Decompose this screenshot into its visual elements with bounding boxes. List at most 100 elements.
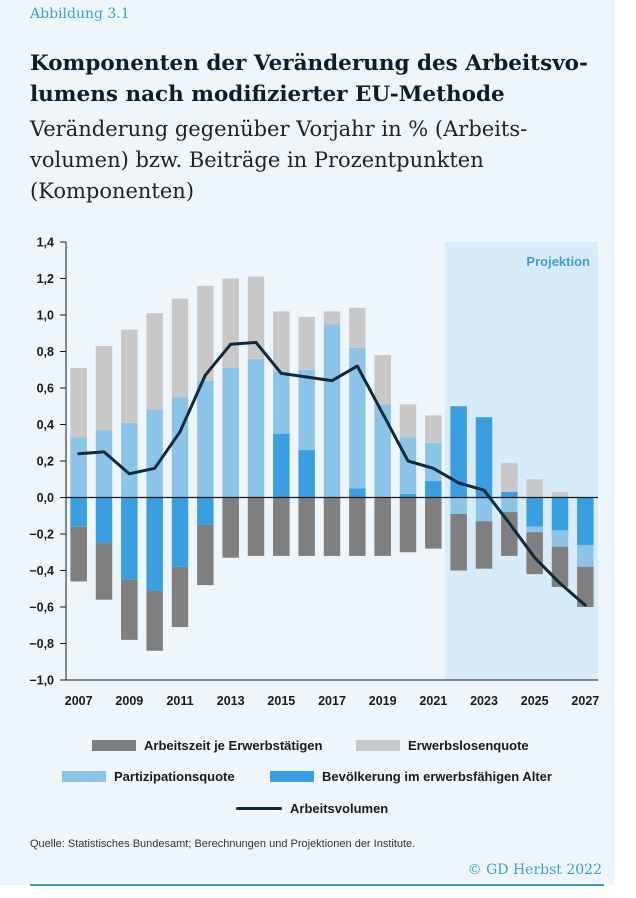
bar-partizipation-2012 <box>197 380 214 498</box>
bar-arbeitszeit-2019 <box>374 497 391 556</box>
bar-arbeitszeit-2013 <box>222 497 239 558</box>
bar-erwerbslosen-2019 <box>374 355 391 405</box>
x-tick-label: 2013 <box>217 694 245 708</box>
bar-bevoelkerung-2012 <box>197 497 214 525</box>
bottom-rule <box>30 884 604 886</box>
source-note: Quelle: Statistisches Bundesamt; Berechn… <box>30 838 416 850</box>
line-arbeitsvolumen <box>77 340 587 607</box>
y-tick-label: 1,2 <box>37 272 54 286</box>
legend-swatch-arbeitszeit <box>92 739 136 751</box>
bar-partizipation-2021 <box>425 442 442 482</box>
legend-swatch-arbeitsvolumen <box>236 806 282 810</box>
bar-bevoelkerung-2007 <box>70 497 87 527</box>
legend-label-arbeitszeit: Arbeitszeit je Erwerbstätigen <box>144 737 323 753</box>
bar-partizipation-2009 <box>121 422 138 498</box>
bar-arbeitszeit-2015 <box>273 497 290 556</box>
x-tick-label: 2023 <box>470 694 498 708</box>
bar-partizipation-2025 <box>526 526 543 533</box>
chart-subtitle: Veränderung gegenüber Vorjahr in % (Arbe… <box>30 117 528 203</box>
bar-bevoelkerung-2020 <box>399 493 417 498</box>
bar-arbeitszeit-2021 <box>425 497 442 549</box>
y-tick-label: 0,4 <box>37 418 54 432</box>
bar-erwerbslosen-2015 <box>273 311 290 372</box>
legend-label-partizipation: Partizipationsquote <box>114 768 235 784</box>
bar-bevoelkerung-2016 <box>298 450 315 498</box>
bar-bevoelkerung-2011 <box>171 497 189 567</box>
bar-erwerbslosen-2016 <box>298 316 315 370</box>
legend-label-bevoelkerung: Bevölkerung im erwerbsfähigen Alter <box>322 768 552 784</box>
bar-arbeitszeit-2020 <box>399 497 417 553</box>
bar-partizipation-2027 <box>577 544 594 567</box>
bar-partizipation-2015 <box>273 371 290 434</box>
bar-arbeitszeit-2026 <box>551 546 569 587</box>
stacked-bar-chart: Projektion 1,4 1,2 1,0 0,8 0,6 0,4 0,2 0,0 −0,2 −0… <box>29 236 599 709</box>
bar-bevoelkerung-2008 <box>95 497 113 544</box>
y-tick-label: −0,2 <box>29 528 54 542</box>
bar-arbeitszeit-2009 <box>121 579 138 640</box>
x-tick-label: 2019 <box>369 694 397 708</box>
bar-partizipation-2010 <box>146 409 163 498</box>
bar-bevoelkerung-2021 <box>425 481 442 498</box>
bar-arbeitszeit-2017 <box>323 497 341 556</box>
bar-erwerbslosen-2021 <box>425 415 442 443</box>
x-tick-label: 2009 <box>115 694 143 708</box>
y-tick-label: 0,0 <box>37 491 54 505</box>
bar-partizipation-2018 <box>349 347 366 489</box>
bar-arbeitszeit-2027 <box>577 566 594 607</box>
bar-bevoelkerung-2026 <box>551 497 569 531</box>
legend-swatch-erwerbslosen <box>356 739 400 751</box>
bar-partizipation-2014 <box>247 358 265 498</box>
bar-partizipation-2024 <box>501 497 518 513</box>
bar-erwerbslosen-2017 <box>323 311 341 325</box>
bar-erwerbslosen-2018 <box>349 307 366 348</box>
figure-label: Abbildung 3.1 <box>30 6 130 22</box>
y-tick-label: 0,2 <box>37 455 54 469</box>
bar-arbeitszeit-2024 <box>501 512 518 556</box>
y-tick-label: 0,8 <box>37 345 54 359</box>
bar-arbeitszeit-2023 <box>475 521 493 569</box>
bar-erwerbslosen-2025 <box>526 479 543 498</box>
bar-arbeitszeit-2014 <box>247 497 265 556</box>
x-tick-label: 2021 <box>419 694 447 708</box>
bar-partizipation-2017 <box>323 324 341 498</box>
bar-erwerbslosen-2010 <box>146 313 163 410</box>
bar-arbeitszeit-2016 <box>298 497 315 556</box>
bar-partizipation-2019 <box>374 404 391 498</box>
bar-arbeitszeit-2012 <box>197 524 214 586</box>
bar-erwerbslosen-2020 <box>399 404 417 438</box>
x-tick-label: 2007 <box>65 694 93 708</box>
bar-arbeitszeit-2018 <box>349 497 366 556</box>
bar-erwerbslosen-2012 <box>197 285 214 381</box>
legend-swatch-bevoelkerung <box>270 770 314 782</box>
bar-erwerbslosen-2007 <box>70 367 87 438</box>
bar-bevoelkerung-2015 <box>273 433 290 498</box>
bar-partizipation-2023 <box>475 497 493 522</box>
y-tick-label: −1,0 <box>29 674 54 688</box>
legend-item-bevoelkerung: Bevölkerung im erwerbsfähigen Alter <box>270 767 552 785</box>
bar-bevoelkerung-2022 <box>450 406 467 498</box>
x-tick-label: 2015 <box>267 694 295 708</box>
x-tick-label: 2027 <box>571 694 599 708</box>
bar-erwerbslosen-2013 <box>222 278 239 368</box>
legend-item-arbeitsvolumen: Arbeitsvolumen <box>236 799 388 817</box>
legend-item-partizipation: Partizipationsquote <box>62 767 235 785</box>
bar-bevoelkerung-2018 <box>349 488 366 498</box>
chart-title: Komponenten der Veränderung des Arbeitsv… <box>30 51 588 107</box>
bar-erwerbslosen-2014 <box>247 276 265 359</box>
projection-area <box>445 242 598 680</box>
projection-label: Projektion <box>526 254 590 269</box>
copyright: © GD Herbst 2022 <box>467 862 602 878</box>
bar-partizipation-2022 <box>450 497 467 514</box>
bar-partizipation-2008 <box>95 429 113 498</box>
x-tick-label: 2011 <box>166 694 193 708</box>
legend-label-erwerbslosen: Erwerbslosenquote <box>408 737 529 753</box>
bar-partizipation-2020 <box>399 437 417 494</box>
bar-partizipation-2016 <box>298 369 315 451</box>
bar-bevoelkerung-2009 <box>121 497 138 580</box>
bar-arbeitszeit-2011 <box>171 566 189 628</box>
bar-partizipation-2007 <box>70 437 87 498</box>
legend-label-arbeitsvolumen: Arbeitsvolumen <box>290 800 389 816</box>
bar-arbeitszeit-2010 <box>146 590 163 651</box>
y-tick-label: −0,6 <box>29 601 54 615</box>
bar-partizipation-2026 <box>551 530 569 547</box>
